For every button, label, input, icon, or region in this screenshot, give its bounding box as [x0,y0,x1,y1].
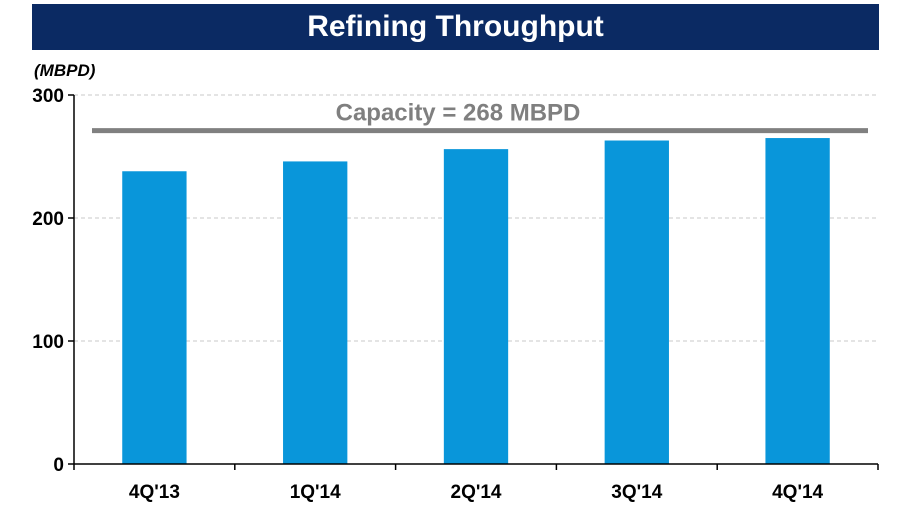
x-tick-label-4: 4Q'14 [772,482,823,503]
x-tick-label-3: 3Q'14 [611,482,662,503]
y-tick-label-100: 100 [32,332,64,353]
x-tick-labels: 4Q'13 1Q'14 2Q'14 3Q'14 4Q'14 [129,482,824,503]
y-tick-label-200: 200 [32,209,64,230]
x-tick-label-0: 4Q'13 [129,482,180,503]
bar-4 [765,138,830,465]
y-axis-unit-label: (MBPD) [34,61,96,80]
y-tick-labels: 0 100 200 300 [32,86,64,476]
bar-3 [604,140,669,464]
bar-2 [443,149,509,464]
bars [122,138,830,465]
y-tick-label-0: 0 [53,455,64,476]
capacity-line-group: Capacity = 268 MBPD [92,100,868,134]
axes [68,94,879,470]
x-tick-label-1: 1Q'14 [290,482,341,503]
capacity-label: Capacity = 268 MBPD [336,100,581,127]
y-tick-label-300: 300 [32,86,64,107]
chart-title: Refining Throughput [307,10,604,43]
bar-1 [283,161,348,465]
bar-0 [122,171,187,464]
x-tick-label-2: 2Q'14 [451,482,502,503]
chart-title-bar: Refining Throughput [32,4,879,50]
